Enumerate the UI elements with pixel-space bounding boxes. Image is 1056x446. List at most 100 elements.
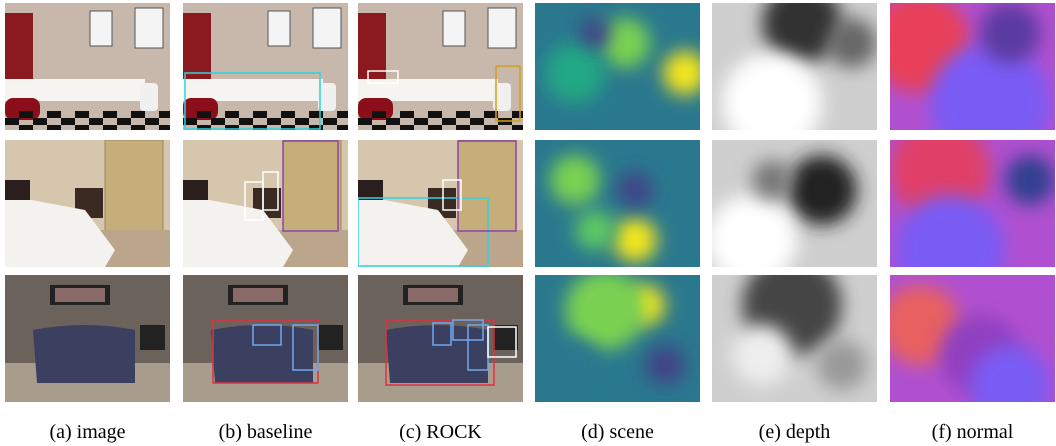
map-blob	[930, 43, 1050, 130]
map-blob	[732, 325, 792, 385]
curtain	[5, 13, 33, 83]
caption: (c) ROCK	[399, 421, 482, 443]
map-blob	[762, 3, 842, 63]
tile	[47, 111, 61, 118]
window	[134, 7, 164, 49]
detection-box	[367, 70, 399, 84]
bed	[183, 195, 293, 267]
cell	[535, 140, 700, 267]
tile	[400, 125, 414, 130]
bed	[5, 195, 115, 267]
tile	[19, 125, 33, 130]
cell	[712, 3, 877, 130]
map-blob	[970, 345, 1050, 402]
sofa	[33, 325, 135, 383]
tile	[309, 111, 323, 118]
tile	[456, 111, 470, 118]
tile	[197, 125, 211, 130]
cell	[5, 140, 170, 267]
cell	[358, 140, 523, 267]
tile	[309, 125, 323, 130]
tile	[159, 125, 170, 130]
map-blob	[817, 340, 867, 390]
map-blob	[895, 195, 1005, 267]
counter	[358, 79, 498, 101]
curtain	[358, 13, 386, 83]
tile	[75, 125, 89, 130]
captions: (a) image (b) baseline (c) ROCK (d) scene (e…	[49, 421, 1013, 443]
curtain	[183, 13, 211, 83]
tile	[159, 111, 170, 118]
tile	[414, 118, 428, 125]
map-blob	[980, 3, 1040, 63]
cell	[535, 3, 700, 130]
window	[312, 7, 342, 49]
picture-inner	[55, 288, 105, 302]
detection-box	[282, 140, 339, 232]
map-blob	[550, 340, 600, 390]
tile	[428, 111, 442, 118]
picture-inner	[233, 288, 283, 302]
detection-box	[432, 322, 452, 346]
headboard	[5, 180, 30, 200]
tile	[372, 125, 386, 130]
tile	[512, 125, 523, 130]
counter	[183, 79, 323, 101]
tile	[386, 118, 400, 125]
caption: (d) scene	[581, 421, 654, 443]
tile	[239, 118, 253, 125]
map-blob	[550, 155, 600, 205]
toilet	[493, 83, 511, 111]
map-blob	[722, 53, 822, 130]
cell	[712, 140, 877, 267]
tile	[131, 125, 145, 130]
cell	[890, 3, 1055, 130]
tile	[253, 111, 267, 118]
tile	[337, 111, 348, 118]
tile	[358, 118, 372, 125]
tile	[295, 118, 309, 125]
tile	[197, 111, 211, 118]
map-blob	[580, 18, 610, 48]
map-blob	[1005, 155, 1055, 205]
detection-box	[292, 324, 319, 371]
tile	[281, 125, 295, 130]
map-blob	[787, 155, 857, 225]
table	[140, 325, 165, 350]
tile	[5, 118, 19, 125]
sofa	[386, 325, 488, 383]
tile	[267, 118, 281, 125]
map-blob	[600, 18, 650, 68]
headboard	[183, 180, 208, 200]
tile	[400, 111, 414, 118]
window	[487, 7, 517, 49]
cell	[183, 275, 348, 402]
window	[89, 10, 113, 47]
tile	[337, 125, 348, 130]
tile	[470, 118, 484, 125]
tile	[442, 118, 456, 125]
tile	[253, 125, 267, 130]
tile	[145, 118, 159, 125]
tile	[211, 118, 225, 125]
door	[104, 140, 164, 236]
tile	[225, 125, 239, 130]
tile	[89, 118, 103, 125]
detection-box	[358, 197, 489, 267]
map-blob	[565, 275, 645, 350]
map-blob	[617, 172, 653, 208]
image-grid	[5, 3, 1055, 402]
cell	[5, 275, 170, 402]
tile	[131, 111, 145, 118]
counter	[5, 79, 145, 101]
detection-box	[442, 179, 462, 211]
map-blob	[545, 43, 605, 103]
door	[457, 140, 517, 236]
table	[493, 325, 518, 350]
tile	[61, 118, 75, 125]
headboard	[358, 180, 383, 200]
picture-inner	[408, 288, 458, 302]
cell	[890, 140, 1055, 267]
door	[282, 140, 342, 236]
map-blob	[752, 160, 792, 200]
